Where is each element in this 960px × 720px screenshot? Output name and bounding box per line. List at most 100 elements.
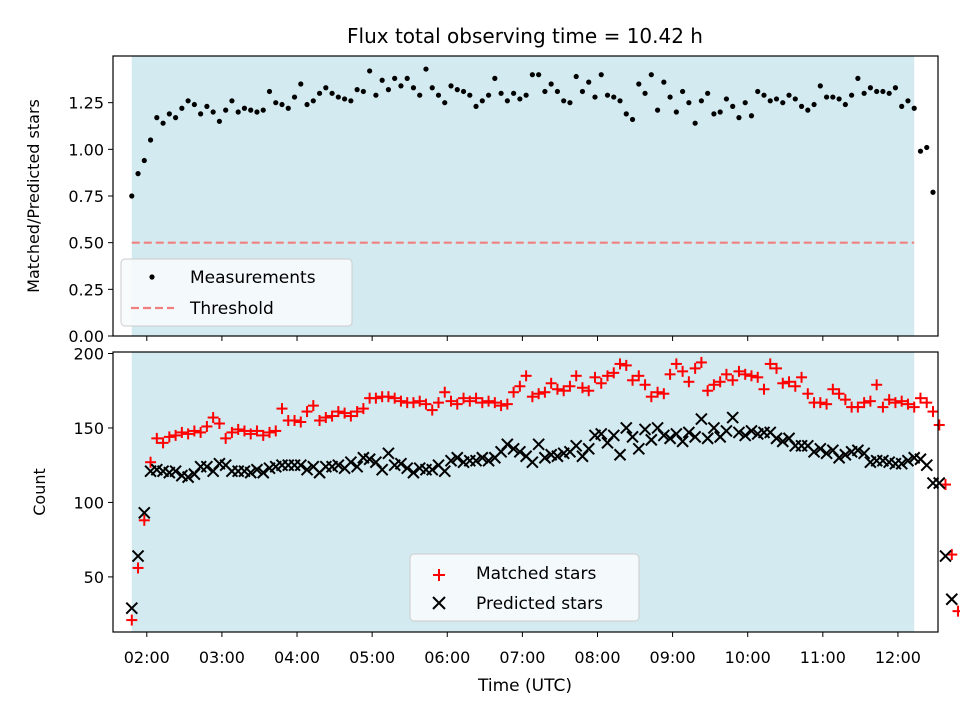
matched-star-point xyxy=(727,374,739,386)
time-x-axis-label: Time (UTC) xyxy=(477,676,572,696)
predicted-star-point xyxy=(382,447,395,460)
measurement-point xyxy=(154,115,160,121)
measurement-point xyxy=(880,88,886,95)
matched-star-point xyxy=(733,365,745,377)
x-tick-label: 10:00 xyxy=(725,648,771,667)
predicted-star-point xyxy=(300,463,314,476)
predicted-star-point xyxy=(739,429,752,442)
y-tick-label: 50 xyxy=(84,568,104,587)
matched-star-point xyxy=(789,380,801,392)
measurement-point xyxy=(498,90,504,96)
measurement-point xyxy=(435,92,442,98)
matched-star-point xyxy=(539,386,551,398)
x-tick-label: 02:00 xyxy=(124,648,170,667)
x-tick-label: 12:00 xyxy=(875,648,921,667)
predicted-star-point xyxy=(363,453,376,466)
matched-star-point xyxy=(314,415,326,427)
matched-star-point xyxy=(952,605,960,617)
measurement-point xyxy=(561,98,567,104)
ratio-x-ticks xyxy=(146,336,899,341)
predicted-star-point xyxy=(663,432,677,445)
matched-star-point xyxy=(921,397,933,409)
measurement-point xyxy=(373,92,379,98)
measurement-point xyxy=(479,98,485,104)
matched-star-point xyxy=(257,429,269,441)
matched-star-point xyxy=(896,395,908,407)
measurement-point xyxy=(454,87,460,93)
measurement-point xyxy=(354,87,360,93)
measurement-point xyxy=(680,88,686,95)
matched-star-point xyxy=(414,395,426,407)
legend-predicted-label: Predicted stars xyxy=(476,594,603,614)
matched-star-point xyxy=(195,426,207,438)
matched-star-point xyxy=(595,377,607,389)
matched-star-point xyxy=(852,401,864,413)
predicted-star-point xyxy=(501,438,514,451)
legend-predicted-marker xyxy=(432,596,446,610)
predicted-star-point xyxy=(375,463,389,476)
predicted-star-point xyxy=(444,454,458,467)
matched-star-point xyxy=(207,412,219,424)
measurement-point xyxy=(723,96,730,102)
measurement-point xyxy=(135,171,141,177)
measurement-point xyxy=(417,92,423,98)
predicted-star-point xyxy=(332,458,345,472)
measurement-point xyxy=(642,90,648,96)
predicted-star-point xyxy=(945,593,958,606)
measurement-point xyxy=(761,92,767,98)
measurement-point xyxy=(348,98,354,104)
legend-matched-marker xyxy=(433,569,445,581)
matched-star-point xyxy=(188,425,200,437)
matched-star-point xyxy=(483,395,495,407)
matched-star-point xyxy=(570,370,582,382)
matched-star-point xyxy=(558,385,570,397)
predicted-star-point xyxy=(701,432,714,445)
predicted-star-point xyxy=(626,430,639,444)
matched-star-point xyxy=(533,388,545,400)
measurement-point xyxy=(467,92,473,98)
count-y-axis: 50 100 150 200 xyxy=(73,344,113,587)
matched-star-point xyxy=(395,395,407,407)
measurement-point xyxy=(141,157,147,164)
predicted-star-point xyxy=(125,601,138,615)
measurement-point xyxy=(210,109,216,115)
measurement-point xyxy=(686,100,692,106)
predicted-star-point xyxy=(426,463,439,476)
legend-measurements-label: Measurements xyxy=(190,268,316,288)
measurement-point xyxy=(604,92,611,98)
measurement-point xyxy=(335,94,341,100)
matched-star-point xyxy=(301,406,313,418)
matched-star-point xyxy=(458,392,470,404)
measurement-point xyxy=(342,96,348,102)
matched-star-markers xyxy=(126,356,960,626)
measurement-point xyxy=(673,109,679,115)
matched-star-point xyxy=(883,394,895,406)
measurement-point xyxy=(254,109,260,115)
measurement-point xyxy=(742,100,748,106)
matched-star-point xyxy=(489,397,501,409)
legend-measurement-marker xyxy=(149,274,155,280)
predicted-star-point xyxy=(901,454,915,467)
measurement-point xyxy=(329,90,335,96)
matched-star-point xyxy=(833,388,845,400)
measurement-point xyxy=(905,98,911,104)
predicted-star-point xyxy=(407,466,420,479)
predicted-star-point xyxy=(400,461,414,475)
predicted-star-point xyxy=(682,426,696,439)
matched-star-point xyxy=(514,380,526,392)
matched-star-point xyxy=(432,397,444,409)
measurement-point xyxy=(842,101,848,108)
matched-star-point xyxy=(251,425,263,437)
matched-star-point xyxy=(645,391,657,403)
legend-matched-label: Matched stars xyxy=(476,564,596,584)
count-panel: 50 100 150 200 02:00 03:00 04:00 05:00 06:00 07:… xyxy=(30,344,960,696)
measurement-point xyxy=(179,105,185,111)
predicted-star-point xyxy=(645,433,658,447)
y-tick-label: 0.50 xyxy=(68,234,104,253)
matched-star-point xyxy=(163,431,175,443)
matched-star-point xyxy=(745,370,757,382)
matched-star-point xyxy=(351,406,363,418)
matched-star-point xyxy=(176,426,188,438)
measurement-point xyxy=(711,111,717,117)
predicted-star-point xyxy=(638,423,652,436)
